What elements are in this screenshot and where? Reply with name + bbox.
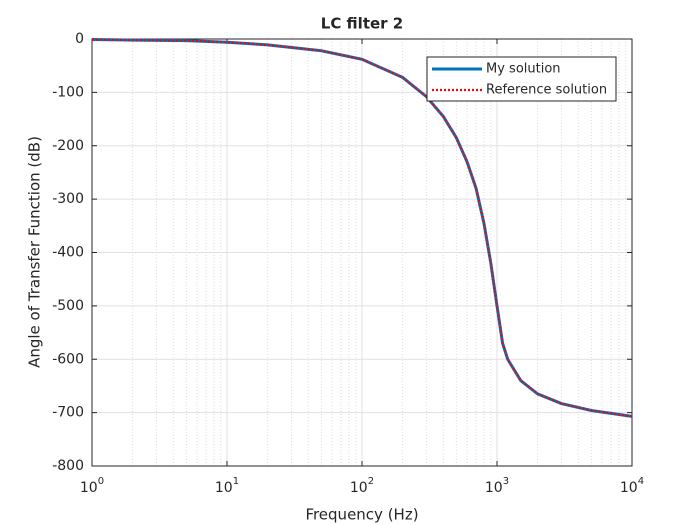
x-tick-label: 104 xyxy=(620,476,644,496)
y-tick-label: 0 xyxy=(75,31,84,47)
y-tick-label: -400 xyxy=(52,245,84,261)
y-tick-label: -300 xyxy=(52,191,84,207)
y-tick-label: -500 xyxy=(52,298,84,314)
axes-box xyxy=(91,38,633,467)
x-tick-exponent: 3 xyxy=(503,476,509,487)
x-tick-label: 100 xyxy=(80,476,104,496)
y-tick-label: -700 xyxy=(52,405,84,421)
chart-title: LC filter 2 xyxy=(321,15,403,33)
x-tick-base: 10 xyxy=(485,480,503,496)
legend-label: My solution xyxy=(486,62,561,77)
x-tick-exponent: 2 xyxy=(368,476,374,487)
legend-label: Reference solution xyxy=(486,83,607,98)
y-tick-label: -600 xyxy=(52,351,84,367)
x-axis-label: Frequency (Hz) xyxy=(305,506,418,524)
x-tick-label: 102 xyxy=(350,476,374,496)
legend-box xyxy=(426,56,617,102)
y-tick-label: -200 xyxy=(52,138,84,154)
y-axis-label: Angle of Transfer Function (dB) xyxy=(26,136,44,368)
x-tick-base: 10 xyxy=(620,480,638,496)
y-tick-label: -100 xyxy=(52,84,84,100)
y-tick-label: -800 xyxy=(52,458,84,474)
x-tick-exponent: 0 xyxy=(98,476,104,487)
x-tick-exponent: 1 xyxy=(233,476,239,487)
x-tick-label: 101 xyxy=(215,476,239,496)
x-tick-label: 103 xyxy=(485,476,509,496)
x-tick-base: 10 xyxy=(80,480,98,496)
x-tick-base: 10 xyxy=(215,480,233,496)
x-tick-exponent: 4 xyxy=(638,476,644,487)
series-line xyxy=(91,38,633,418)
x-tick-base: 10 xyxy=(350,480,368,496)
